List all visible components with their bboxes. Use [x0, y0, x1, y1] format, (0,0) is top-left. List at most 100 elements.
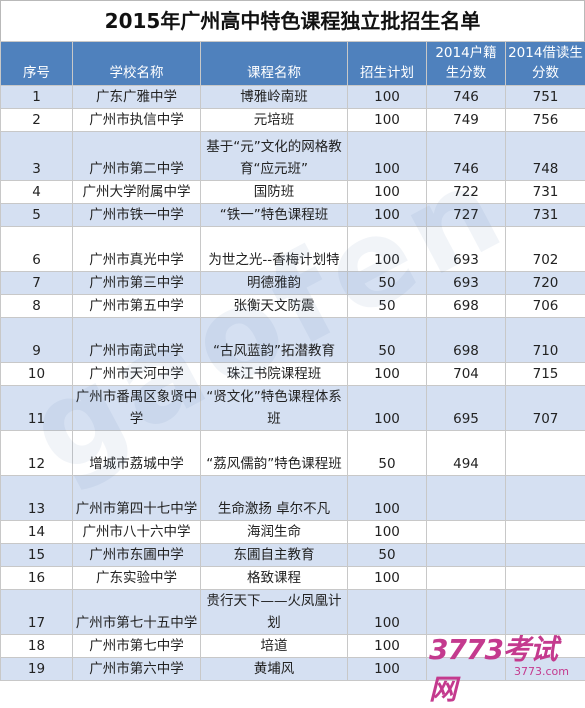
jiedu-score: [506, 658, 585, 681]
enroll-plan: 100: [348, 109, 427, 132]
school-name: 广州市番禺区象贤中学: [73, 386, 201, 431]
enroll-plan: 100: [348, 363, 427, 386]
enroll-plan: 100: [348, 521, 427, 544]
jiedu-score: 720: [506, 272, 585, 295]
huji-score: 749: [427, 109, 506, 132]
row-index: 2: [1, 109, 73, 132]
huji-score: [427, 567, 506, 590]
page-title: 2015年广州高中特色课程独立批招生名单: [0, 0, 585, 41]
school-name: 广州市第三中学: [73, 272, 201, 295]
jiedu-score: 715: [506, 363, 585, 386]
school-name: 广州市铁一中学: [73, 204, 201, 227]
header-index: 序号: [1, 42, 73, 86]
row-index: 3: [1, 132, 73, 181]
enroll-plan: 100: [348, 386, 427, 431]
jiedu-score: 731: [506, 181, 585, 204]
header-jiedu-score: 2014借读生分数: [506, 42, 585, 86]
huji-score: 695: [427, 386, 506, 431]
course-name: 明德雅韵: [201, 272, 348, 295]
huji-score: 722: [427, 181, 506, 204]
header-course: 课程名称: [201, 42, 348, 86]
jiedu-score: 756: [506, 109, 585, 132]
enroll-plan: 50: [348, 544, 427, 567]
header-plan: 招生计划: [348, 42, 427, 86]
school-name: 广州市第七十五中学: [73, 590, 201, 635]
jiedu-score: 706: [506, 295, 585, 318]
huji-score: [427, 590, 506, 635]
enroll-plan: 50: [348, 295, 427, 318]
school-name: 广州市第七中学: [73, 635, 201, 658]
course-name: 张衡天文防震: [201, 295, 348, 318]
school-name: 广州市第六中学: [73, 658, 201, 681]
huji-score: 494: [427, 431, 506, 476]
school-name: 广东广雅中学: [73, 86, 201, 109]
course-name: 生命激扬 卓尔不凡: [201, 476, 348, 521]
row-index: 19: [1, 658, 73, 681]
row-index: 9: [1, 318, 73, 363]
jiedu-score: [506, 590, 585, 635]
huji-score: 693: [427, 272, 506, 295]
jiedu-score: 731: [506, 204, 585, 227]
row-index: 4: [1, 181, 73, 204]
header-huji-score: 2014户籍生分数: [427, 42, 506, 86]
row-index: 15: [1, 544, 73, 567]
school-name: 广州大学附属中学: [73, 181, 201, 204]
school-name: 广州市第五中学: [73, 295, 201, 318]
enroll-plan: 100: [348, 132, 427, 181]
jiedu-score: 702: [506, 227, 585, 272]
row-index: 16: [1, 567, 73, 590]
school-name: 广州市第四十七中学: [73, 476, 201, 521]
course-name: “贤文化”特色课程体系班: [201, 386, 348, 431]
course-name: 国防班: [201, 181, 348, 204]
school-name: 广东实验中学: [73, 567, 201, 590]
enroll-plan: 100: [348, 567, 427, 590]
course-name: 博雅岭南班: [201, 86, 348, 109]
row-index: 14: [1, 521, 73, 544]
row-index: 11: [1, 386, 73, 431]
course-name: 珠江书院课程班: [201, 363, 348, 386]
huji-score: 746: [427, 132, 506, 181]
course-name: 基于“元”文化的网格教育“应元班”: [201, 132, 348, 181]
course-name: “荔风儒韵”特色课程班: [201, 431, 348, 476]
enroll-plan: 100: [348, 590, 427, 635]
row-index: 12: [1, 431, 73, 476]
school-name: 广州市天河中学: [73, 363, 201, 386]
huji-score: [427, 521, 506, 544]
huji-score: [427, 544, 506, 567]
school-name: 广州市八十六中学: [73, 521, 201, 544]
enroll-plan: 100: [348, 181, 427, 204]
huji-score: 698: [427, 318, 506, 363]
school-name: 增城市荔城中学: [73, 431, 201, 476]
row-index: 18: [1, 635, 73, 658]
jiedu-score: 707: [506, 386, 585, 431]
enroll-plan: 100: [348, 658, 427, 681]
school-name: 广州市真光中学: [73, 227, 201, 272]
course-name: 为世之光--香梅计划特: [201, 227, 348, 272]
row-index: 7: [1, 272, 73, 295]
jiedu-score: 710: [506, 318, 585, 363]
enroll-plan: 50: [348, 272, 427, 295]
enroll-plan: 100: [348, 86, 427, 109]
huji-score: 698: [427, 295, 506, 318]
course-name: 格致课程: [201, 567, 348, 590]
course-name: “铁一”特色课程班: [201, 204, 348, 227]
enroll-plan: 100: [348, 476, 427, 521]
huji-score: [427, 635, 506, 658]
huji-score: 693: [427, 227, 506, 272]
course-name: 海润生命: [201, 521, 348, 544]
jiedu-score: [506, 567, 585, 590]
